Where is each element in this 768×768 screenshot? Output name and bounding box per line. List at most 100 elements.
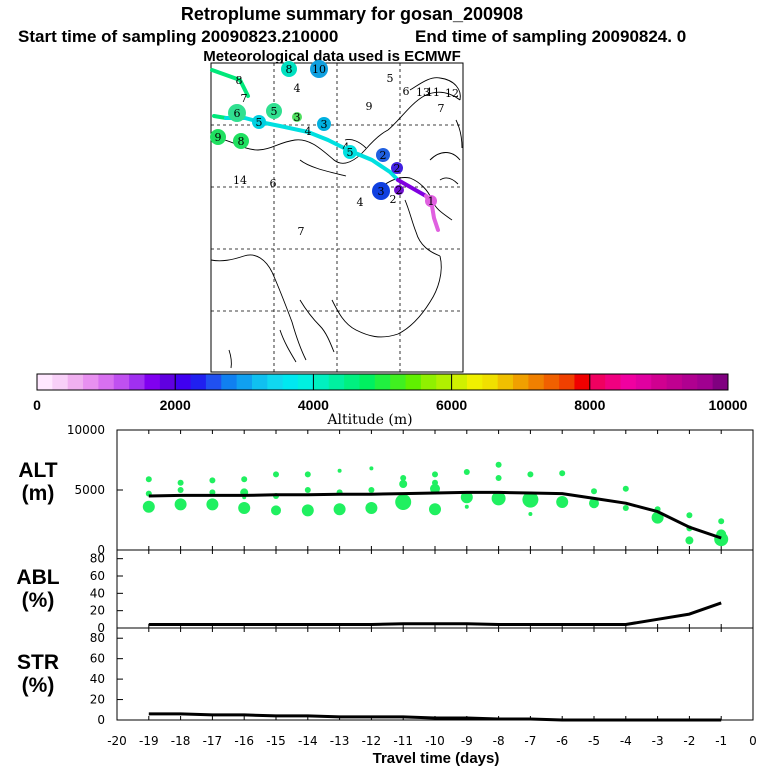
day-marker-label: 7 [298, 225, 305, 238]
x-tick-label: -19 [139, 734, 159, 748]
day-marker-label: 11 [426, 86, 440, 99]
trajectory-map: 8105496131112877653985342452321214647 [210, 60, 464, 373]
colorbar-swatch [328, 374, 345, 390]
day-marker-dot [317, 117, 331, 131]
x-tick-label: -9 [461, 734, 473, 748]
day-marker-label: 9 [366, 100, 373, 113]
colorbar-swatch [497, 374, 514, 390]
colorbar-swatch [298, 374, 314, 390]
colorbar-swatch [681, 374, 698, 390]
x-tick-label: -6 [556, 734, 568, 748]
colorbar-swatch [313, 374, 330, 390]
scatter-point [273, 471, 279, 478]
colorbar-swatch [98, 374, 115, 390]
scatter-point [685, 536, 694, 545]
day-marker-dot [391, 162, 403, 174]
day-marker-label: 9 [215, 131, 222, 144]
x-tick-label: -11 [393, 734, 413, 748]
x-axis: -20 -19 -18 -17 -16 -15 -14 -13 -12 -11 -10 -9 -8 -7-… [107, 734, 757, 748]
scatter-point [686, 512, 693, 519]
x-axis-label: Travel time (days) [373, 750, 500, 767]
end-time-label: End time of sampling 20090824. 0 [415, 27, 686, 46]
day-marker-label: 7 [438, 102, 445, 115]
scatter-point [238, 502, 251, 514]
scatter-point [463, 469, 470, 475]
series-line [148, 601, 722, 626]
day-marker-label: 3 [321, 118, 328, 131]
colorbar-swatch [651, 374, 668, 390]
x-tick-label: -5 [588, 734, 600, 748]
day-marker-label: 13 [416, 86, 430, 99]
scatter-point [177, 487, 184, 493]
colorbar-swatch [129, 374, 145, 390]
panel-label: STR [17, 651, 59, 674]
panel-frame [116, 549, 754, 629]
day-marker-dot [394, 185, 404, 195]
colorbar-swatch [251, 374, 268, 390]
day-marker-label: 3 [378, 185, 385, 198]
scatter-point [304, 471, 311, 478]
scatter-point [622, 505, 629, 511]
scatter-point [174, 498, 187, 511]
scatter-point [718, 518, 725, 525]
x-tick-label: -8 [493, 734, 505, 748]
colorbar-swatch [605, 374, 622, 390]
day-marker-label: 2 [380, 149, 387, 162]
scatter-point [429, 503, 441, 516]
day-marker-dot [252, 115, 266, 129]
day-marker-label: 4 [294, 82, 301, 95]
colorbar-swatch [466, 374, 483, 390]
colorbar-swatch [620, 374, 637, 390]
scatter-point [399, 480, 408, 488]
map-gridlines [211, 63, 463, 372]
day-marker-label: 4 [305, 125, 312, 138]
series-line [148, 712, 722, 722]
scatter-point [528, 512, 533, 516]
met-data-label: Meteorological data used is ECMWF [203, 48, 461, 65]
day-marker-label: 4 [357, 196, 364, 209]
day-marker-label: 2 [396, 184, 403, 197]
map-coastlines [210, 77, 463, 369]
colorbar-swatch [420, 374, 437, 390]
colorbar-swatch [543, 374, 560, 390]
colorbar-tick-label: 6000 [436, 397, 467, 413]
x-tick-label: -10 [425, 734, 445, 748]
day-marker-dot [228, 104, 246, 122]
day-marker-label: 7 [241, 92, 248, 105]
day-marker-label: 5 [347, 146, 354, 159]
colorbar-swatch [236, 374, 253, 390]
series-line [148, 490, 722, 540]
scatter-point [142, 500, 155, 513]
colorbar-swatch [374, 374, 391, 390]
colorbar-tick-label: 0 [33, 397, 41, 413]
colorbar-swatches [37, 374, 729, 390]
x-tick-label: -1 [715, 734, 727, 748]
x-tick-label: -3 [652, 734, 664, 748]
colorbar-swatch [482, 374, 499, 390]
panel-label: ALT [18, 459, 57, 482]
colorbar-swatch [513, 374, 529, 390]
day-marker-label: 8 [236, 74, 243, 87]
day-marker-dot [343, 145, 357, 159]
day-marker-dot [425, 195, 437, 207]
colorbar-swatch [436, 374, 453, 390]
y-tick-label: 40 [90, 586, 105, 600]
y-tick-label: 80 [90, 631, 105, 645]
colorbar-swatch [405, 374, 422, 390]
day-marker-dot [233, 133, 249, 149]
x-tick-label: -13 [330, 734, 350, 748]
scatter-point [333, 503, 346, 516]
scatter-point [209, 477, 216, 484]
colorbar-swatch [267, 374, 284, 390]
scatter-point [527, 471, 534, 478]
colorbar-swatch [190, 374, 207, 390]
colorbar-swatch [635, 374, 652, 390]
y-tick-label: 60 [90, 569, 105, 583]
scatter-point [432, 479, 438, 486]
y-tick-label: 20 [90, 604, 105, 618]
scatter-point [464, 504, 469, 509]
day-marker-label: 2 [394, 162, 401, 175]
colorbar-swatch [344, 374, 360, 390]
scatter-point [491, 491, 506, 506]
scatter-point [365, 502, 378, 514]
